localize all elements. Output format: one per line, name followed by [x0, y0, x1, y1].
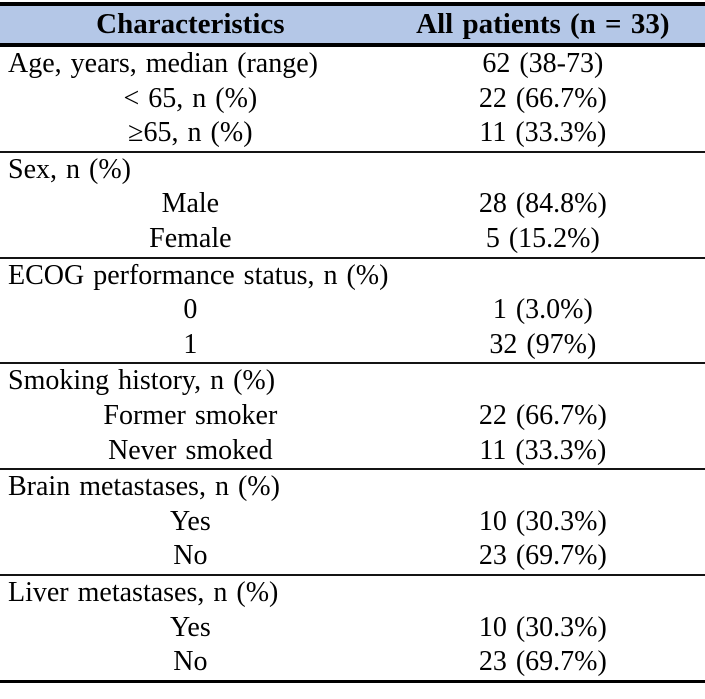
table-row: Liver metastases, n (%) [0, 576, 705, 611]
table-row: ECOG performance status, n (%) [0, 259, 705, 294]
table-row: ≥65, n (%) 11 (33.3%) [0, 116, 705, 151]
row-value: 22 (66.7%) [478, 399, 607, 431]
table-row: 0 1 (3.0%) [0, 293, 705, 328]
row-label: Sex, n (%) [8, 153, 131, 185]
table-row: Female 5 (15.2%) [0, 222, 705, 257]
row-value: 62 (38-73) [482, 48, 604, 79]
section-liver-metastases: Liver metastases, n (%) Yes 10 (30.3%) N… [0, 573, 705, 680]
table-header-row: Characteristics All patients (n = 33) [0, 6, 705, 47]
table-row: Brain metastases, n (%) [0, 470, 705, 505]
row-value: 10 (30.3%) [478, 505, 607, 537]
table-row: Smoking history, n (%) [0, 364, 705, 399]
column-header-characteristics: Characteristics [96, 8, 285, 40]
table-row: No 23 (69.7%) [0, 645, 705, 680]
row-value: 28 (84.8%) [478, 188, 607, 220]
section-ecog: ECOG performance status, n (%) 0 1 (3.0%… [0, 256, 705, 363]
row-label: Brain metastases, n (%) [8, 471, 280, 503]
table-row: < 65, n (%) 22 (66.7%) [0, 82, 705, 117]
row-value: 11 (33.3%) [479, 434, 607, 466]
row-label: Age, years, median (range) [8, 48, 318, 79]
row-value: 1 (3.0%) [492, 294, 593, 326]
table-row: Never smoked 11 (33.3%) [0, 434, 705, 469]
section-brain-metastases: Brain metastases, n (%) Yes 10 (30.3%) N… [0, 468, 705, 574]
patient-characteristics-table: Characteristics All patients (n = 33) Ag… [0, 2, 705, 683]
section-age: Age, years, median (range) 62 (38-73) < … [0, 47, 705, 151]
table-row: 1 32 (97%) [0, 328, 705, 363]
row-label: Male [161, 188, 220, 220]
table-row: Male 28 (84.8%) [0, 187, 705, 222]
table-row: Age, years, median (range) 62 (38-73) [0, 47, 705, 82]
table-row: Yes 10 (30.3%) [0, 505, 705, 540]
row-label: Smoking history, n (%) [8, 365, 276, 397]
section-smoking: Smoking history, n (%) Former smoker 22 … [0, 362, 705, 468]
row-label: Female [149, 222, 232, 254]
row-value: 10 (30.3%) [478, 611, 607, 643]
column-header-all-patients: All patients (n = 33) [416, 8, 670, 40]
row-label: Yes [169, 611, 211, 643]
row-value: 23 (69.7%) [478, 646, 607, 678]
row-label: Yes [169, 505, 211, 537]
row-label: 1 [183, 328, 198, 360]
table-row: Yes 10 (30.3%) [0, 611, 705, 646]
section-sex: Sex, n (%) Male 28 (84.8%) Female 5 (15.… [0, 150, 705, 257]
row-label: Liver metastases, n (%) [8, 576, 279, 608]
row-label: Former smoker [103, 399, 278, 431]
row-value: 5 (15.2%) [485, 222, 600, 254]
row-label: ≥65, n (%) [128, 117, 253, 149]
row-label: No [173, 540, 208, 572]
row-value: 32 (97%) [489, 328, 597, 360]
row-label: Never smoked [108, 434, 273, 466]
table-row: Former smoker 22 (66.7%) [0, 399, 705, 434]
row-value: 22 (66.7%) [478, 82, 607, 114]
row-label: ECOG performance status, n (%) [8, 259, 389, 291]
table-row: Sex, n (%) [0, 153, 705, 188]
row-label: < 65, n (%) [123, 82, 258, 114]
row-value: 11 (33.3%) [479, 117, 607, 149]
table-row: No 23 (69.7%) [0, 539, 705, 574]
row-label: No [173, 646, 208, 678]
row-value: 23 (69.7%) [478, 540, 607, 572]
row-label: 0 [183, 294, 198, 326]
